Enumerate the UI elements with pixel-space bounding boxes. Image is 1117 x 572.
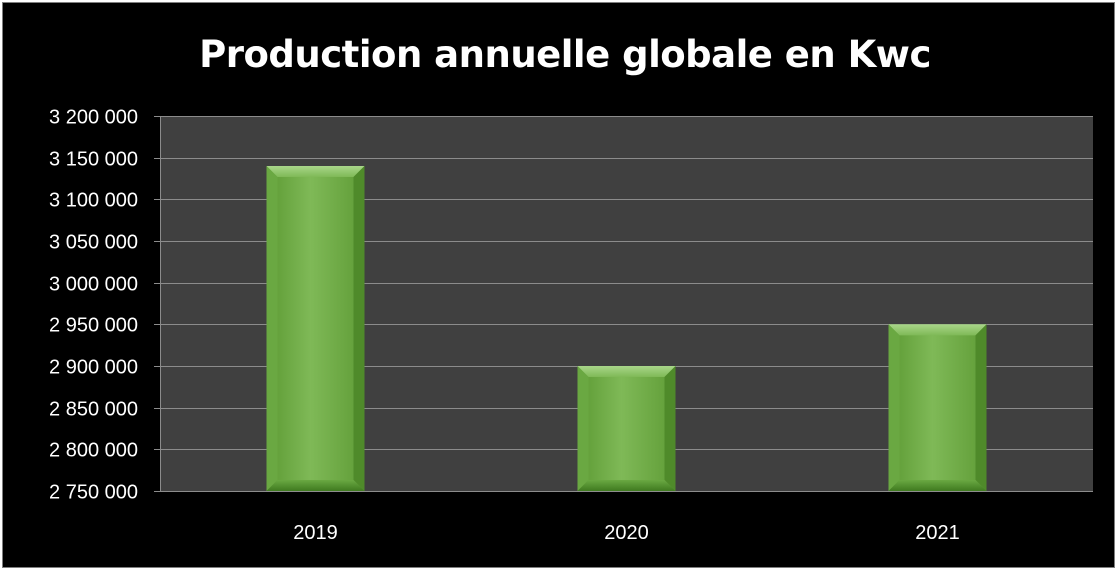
x-axis-ticks: 2019 2020 2021: [293, 522, 960, 544]
bars: [266, 166, 987, 491]
bar-face: [888, 324, 987, 491]
bar-face: [577, 366, 676, 491]
y-tick-label: 2 750 000: [49, 482, 138, 504]
x-tick-label: 2021: [915, 522, 960, 544]
bar-top-bevel: [888, 324, 987, 336]
bar-left-bevel: [888, 324, 900, 491]
x-tick-label: 2020: [604, 522, 649, 544]
y-tick-label: 3 150 000: [49, 149, 138, 171]
y-tick-label: 3 200 000: [49, 107, 138, 129]
y-tick-label: 2 900 000: [49, 357, 138, 379]
bar-right-bevel: [664, 366, 676, 491]
y-tick-label: 3 050 000: [49, 232, 138, 254]
bar-bottom-bevel: [577, 480, 676, 491]
bar-face: [266, 166, 365, 491]
y-tick-label: 3 100 000: [49, 190, 138, 212]
bar-right-bevel: [975, 324, 987, 491]
y-tick-label: 2 800 000: [49, 440, 138, 462]
bar-top-bevel: [266, 166, 365, 177]
y-tick-label: 3 000 000: [49, 274, 138, 296]
bar-left-bevel: [577, 366, 589, 491]
bar-bottom-bevel: [888, 480, 987, 491]
y-tick-label: 2 950 000: [49, 315, 138, 337]
bar: [266, 166, 365, 491]
bar: [577, 366, 676, 491]
y-axis-ticks: 2 750 000 2 800 000 2 850 000 2 900 000 2 95…: [49, 107, 138, 504]
bar-left-bevel: [266, 166, 278, 491]
x-tick-label: 2019: [293, 522, 338, 544]
y-tick-label: 2 850 000: [49, 399, 138, 421]
bar: [888, 324, 987, 491]
chart-title: Production annuelle globale en Kwc: [199, 33, 931, 76]
bar-top-bevel: [577, 366, 676, 377]
bar-right-bevel: [353, 166, 365, 491]
bar-bottom-bevel: [266, 480, 365, 491]
